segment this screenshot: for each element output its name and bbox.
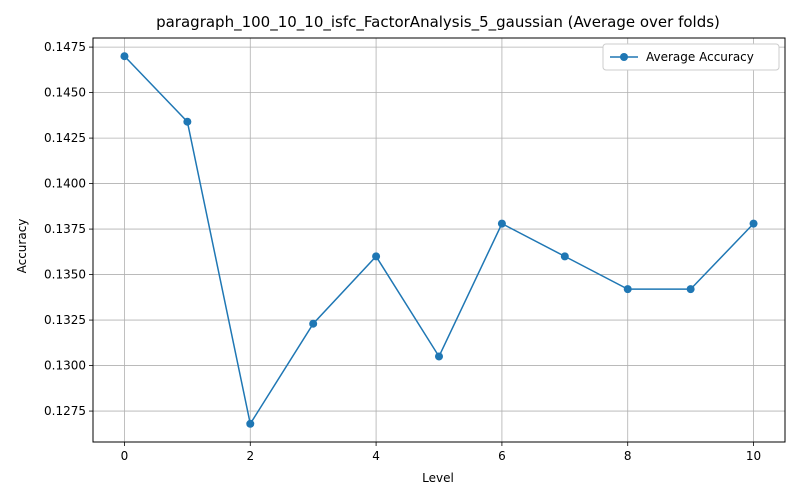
y-tick-label: 0.1275 [44,404,86,418]
y-tick-label: 0.1325 [44,313,86,327]
x-tick-label: 2 [246,449,254,463]
y-tick-label: 0.1375 [44,222,86,236]
series-layer [120,52,758,428]
y-axis-ticks: 0.1275 0.1300 0.1325 0.1350 0.1375 0.1400 0.14… [44,40,93,418]
plot-area-frame [92,37,786,443]
y-axis-label: Accuracy [15,219,29,274]
x-tick-label: 8 [624,449,632,463]
y-tick-label: 0.1475 [44,40,86,54]
x-tick-label: 0 [121,449,129,463]
data-point [497,219,506,228]
legend: Average Accuracy [602,43,780,71]
data-point [749,219,758,228]
y-tick-label: 0.1425 [44,131,86,145]
y-tick-label: 0.1300 [44,359,86,373]
x-tick-label: 10 [746,449,761,463]
chart-title: paragraph_100_10_10_isfc_FactorAnalysis_… [156,13,720,32]
data-point [183,117,192,126]
data-point [686,285,695,294]
x-tick-label: 4 [372,449,380,463]
x-axis-label: Level [422,471,454,485]
y-tick-label: 0.1450 [44,86,86,100]
legend-marker [620,53,628,61]
data-point [309,319,318,328]
grid [93,38,785,442]
data-point [435,352,443,361]
x-axis-ticks: 0 2 4 6 8 10 [121,442,761,463]
data-point [372,252,381,261]
series-line [123,55,755,426]
legend-box [602,43,780,71]
y-tick-label: 0.1400 [44,177,86,191]
y-tick-label: 0.1350 [44,268,86,282]
x-tick-label: 6 [498,449,506,463]
data-point [560,252,569,261]
data-point [120,52,129,61]
data-point [246,419,255,428]
legend-label: Average Accuracy [646,50,754,64]
data-point [623,285,632,294]
